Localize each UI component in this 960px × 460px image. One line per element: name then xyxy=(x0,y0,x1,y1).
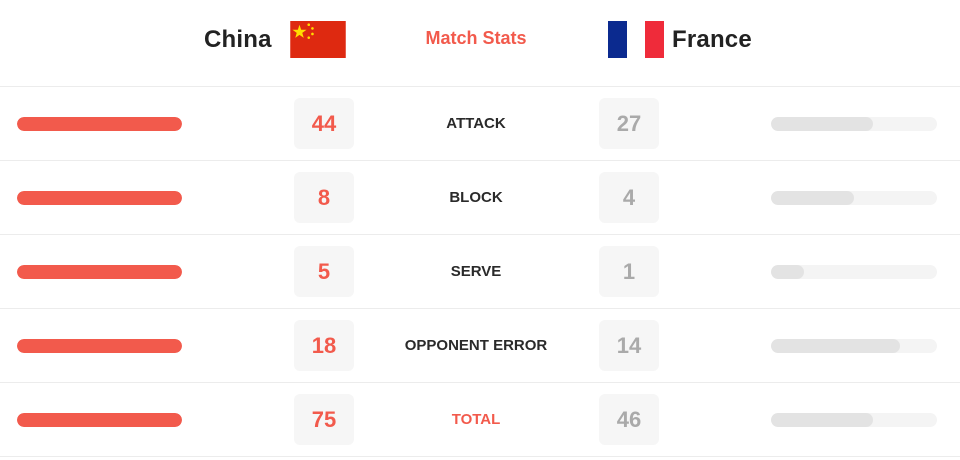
stats-table: 44 ATTACK 27 8 BLOCK 4 5 SERVE 1 18 OPPO… xyxy=(0,87,960,457)
home-value: 5 xyxy=(294,246,354,297)
home-bar xyxy=(17,191,182,205)
stat-label: SERVE xyxy=(450,263,502,280)
france-flag-icon xyxy=(608,21,665,58)
home-team-name: China xyxy=(204,26,272,53)
stat-row-serve: 5 SERVE 1 xyxy=(0,235,960,309)
home-bar xyxy=(17,413,182,427)
away-bar xyxy=(771,413,937,427)
away-bar xyxy=(771,265,937,279)
away-team-name: France xyxy=(672,26,752,53)
home-value: 75 xyxy=(294,394,354,445)
stat-label: TOTAL xyxy=(451,411,501,428)
home-value: 18 xyxy=(294,320,354,371)
stat-label: BLOCK xyxy=(449,189,503,206)
stat-row-opponent-error: 18 OPPONENT ERROR 14 xyxy=(0,309,960,383)
home-value: 8 xyxy=(294,172,354,223)
away-value: 14 xyxy=(599,320,659,371)
stat-label: ATTACK xyxy=(446,115,506,132)
stat-label: OPPONENT ERROR xyxy=(404,337,548,354)
away-bar-fill xyxy=(771,117,873,131)
stat-row-block: 8 BLOCK 4 xyxy=(0,161,960,235)
stat-row-total: 75 TOTAL 46 xyxy=(0,383,960,457)
home-bar-fill xyxy=(17,191,182,205)
away-bar xyxy=(771,191,937,205)
away-bar-fill xyxy=(771,413,873,427)
away-bar-fill xyxy=(771,265,805,279)
home-value: 44 xyxy=(294,98,354,149)
match-stats-title: Match Stats xyxy=(425,28,527,48)
china-flag-icon xyxy=(290,21,346,58)
away-bar-fill xyxy=(771,339,901,353)
home-bar-fill xyxy=(17,117,182,131)
home-bar-fill xyxy=(17,265,182,279)
away-bar xyxy=(771,339,937,353)
home-bar xyxy=(17,117,182,131)
away-value: 27 xyxy=(599,98,659,149)
home-bar xyxy=(17,339,182,353)
home-bar-fill xyxy=(17,413,182,427)
home-bar-fill xyxy=(17,339,182,353)
away-value: 4 xyxy=(599,172,659,223)
away-value: 1 xyxy=(599,246,659,297)
away-bar xyxy=(771,117,937,131)
home-bar xyxy=(17,265,182,279)
stat-row-attack: 44 ATTACK 27 xyxy=(0,87,960,161)
away-value: 46 xyxy=(599,394,659,445)
match-header: China Match Stats France xyxy=(0,0,960,87)
away-bar-fill xyxy=(771,191,854,205)
